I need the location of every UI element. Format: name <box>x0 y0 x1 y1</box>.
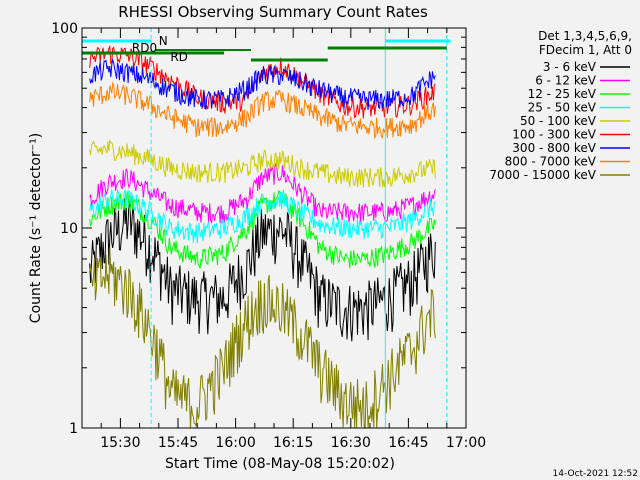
legend-label: 3 - 6 keV <box>543 60 597 74</box>
series-layer <box>89 44 436 430</box>
legend-header: Det 1,3,4,5,6,9, <box>538 29 632 43</box>
series-line-8 <box>89 81 436 140</box>
legend-label: 6 - 12 keV <box>535 74 597 88</box>
y-axis-label: Count Rate (s⁻¹ detector⁻¹) <box>28 133 44 323</box>
legend-header: FDecim 1, Att 0 <box>539 43 632 57</box>
x-tick-label: 16:00 <box>215 435 255 451</box>
y-axis: 1 10 100 <box>51 21 466 437</box>
series-line-5 <box>89 138 436 188</box>
legend-label: 800 - 7000 keV <box>505 155 597 169</box>
x-axis: 15:30 15:45 16:00 16:15 16:30 16:45 17:00 <box>100 28 486 451</box>
x-tick-label: 15:45 <box>158 435 198 451</box>
legend: Det 1,3,4,5,6,9,FDecim 1, Att 0 3 - 6 keV… <box>489 29 632 182</box>
chart-title: RHESSI Observing Summary Count Rates <box>118 3 428 21</box>
series-line-7 <box>89 58 436 110</box>
timestamp: 14-Oct-2021 12:52 <box>553 469 638 479</box>
flag-label: N <box>159 34 168 48</box>
x-tick-label: 17:00 <box>446 435 486 451</box>
series-line-2 <box>89 162 436 224</box>
legend-label: 300 - 800 keV <box>512 141 596 155</box>
legend-label: 25 - 50 keV <box>528 101 597 115</box>
y-tick-label: 10 <box>60 221 78 237</box>
x-axis-label: Start Time (08-May-08 15:20:02) <box>165 456 395 472</box>
series-line-1 <box>89 198 436 342</box>
legend-label: 100 - 300 keV <box>512 128 596 142</box>
x-tick-label: 16:45 <box>388 435 428 451</box>
series-line-4 <box>89 188 436 244</box>
x-tick-label: 16:30 <box>331 435 371 451</box>
flag-label: RD0 <box>132 41 157 55</box>
legend-label: 50 - 100 keV <box>520 114 597 128</box>
y-tick-label: 1 <box>69 421 78 437</box>
x-tick-label: 16:15 <box>273 435 313 451</box>
legend-label: 7000 - 15000 keV <box>489 168 596 182</box>
flag-label: RD <box>170 50 188 64</box>
legend-label: 12 - 25 keV <box>528 87 597 101</box>
series-line-9 <box>89 247 436 430</box>
x-tick-label: 15:30 <box>100 435 140 451</box>
y-tick-label: 100 <box>51 21 78 37</box>
